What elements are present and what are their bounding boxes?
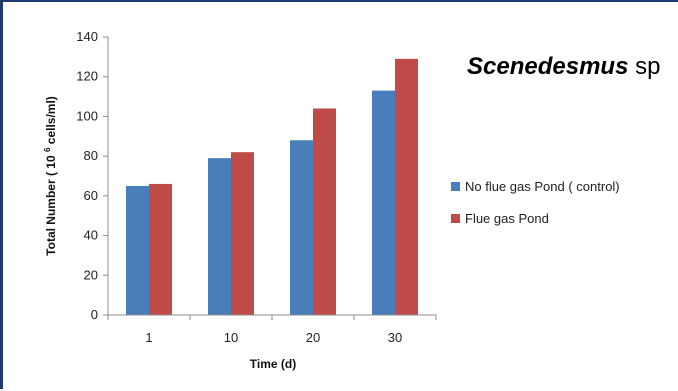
- x-tick-label: 30: [388, 330, 402, 345]
- legend-label: No flue gas Pond ( control): [465, 179, 620, 194]
- chart: 0 20 40 60 80 100 120 140 1 10 20 30 Total Number …: [39, 29, 660, 371]
- y-tick-label: 100: [76, 108, 98, 123]
- x-axis-ticks: 1 10 20 30: [107, 315, 437, 345]
- y-tick-label: 80: [84, 148, 98, 163]
- chart-title-italic: Scenedesmus: [467, 53, 628, 80]
- bar-flue-gas-10: [231, 152, 254, 315]
- bar-flue-gas-30: [395, 58, 418, 315]
- y-axis-title: Total Number ( 10 6 cells/ml): [39, 96, 58, 256]
- bar-control-10: [208, 158, 231, 315]
- y-tick-label: 0: [91, 307, 98, 322]
- y-tick-label: 20: [84, 267, 98, 282]
- bars: [126, 58, 418, 315]
- y-axis-title-suffix: cells/ml): [44, 96, 58, 144]
- x-tick-label: 10: [224, 330, 238, 345]
- bar-control-30: [372, 90, 395, 315]
- x-tick-label: 20: [306, 330, 320, 345]
- bar-control-1: [126, 185, 149, 315]
- y-tick-label: 140: [76, 29, 98, 44]
- y-tick-label: 40: [84, 228, 98, 243]
- x-tick-label: 1: [145, 330, 152, 345]
- x-axis-title: Time (d): [250, 357, 296, 371]
- y-axis-title-superscript: 6: [43, 147, 52, 152]
- legend: No flue gas Pond ( control) Flue gas Pond: [451, 179, 620, 226]
- legend-swatch: [451, 182, 460, 191]
- y-axis-ticks: 0 20 40 60 80 100 120 140: [76, 29, 108, 322]
- chart-title-plain: sp: [635, 53, 660, 80]
- bar-control-20: [290, 140, 313, 315]
- chart-title: Scenedesmus sp: [467, 53, 660, 80]
- y-tick-label: 120: [76, 69, 98, 84]
- y-axis-title-prefix: Total Number ( 10: [44, 155, 58, 256]
- bar-flue-gas-1: [149, 183, 172, 315]
- bar-flue-gas-20: [313, 108, 336, 315]
- y-tick-label: 60: [84, 188, 98, 203]
- legend-swatch: [451, 214, 460, 223]
- legend-label: Flue gas Pond: [465, 211, 549, 226]
